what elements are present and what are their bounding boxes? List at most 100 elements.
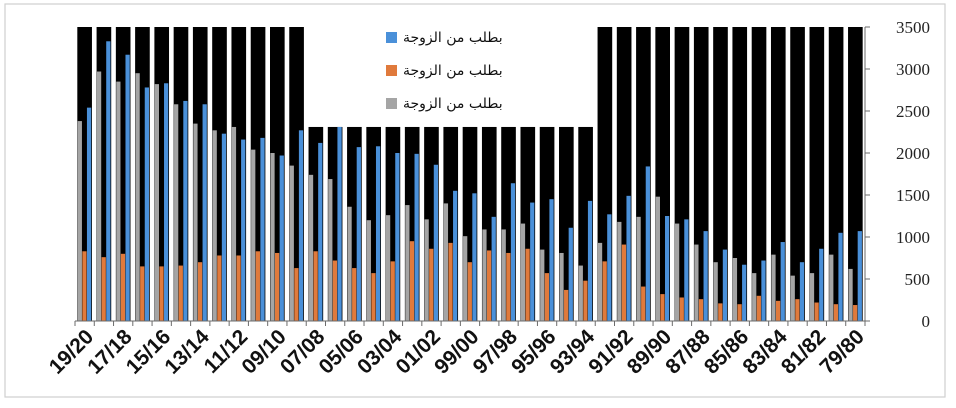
bar-gray (732, 258, 738, 321)
bar-blue (799, 262, 805, 321)
bar-orange (140, 266, 145, 321)
bar-blue (125, 54, 130, 321)
bar-orange (602, 261, 607, 321)
bar-blue (414, 153, 419, 321)
bar-orange (795, 299, 800, 321)
bar-gray (289, 165, 294, 321)
bar-blue (337, 126, 342, 322)
bar-blue (86, 107, 92, 321)
y-tick-label: 500 (905, 270, 931, 289)
bar-blue (183, 100, 188, 321)
bar-gray (231, 126, 237, 322)
legend-label-gray: بطلب من الزوجة (403, 96, 503, 112)
bar-blue (144, 87, 149, 321)
bar-blue (202, 104, 207, 321)
bar-gray (694, 244, 699, 321)
bar-blue (356, 147, 361, 321)
bar-gray (154, 84, 160, 322)
bar-orange (178, 265, 183, 321)
bar-orange (698, 299, 704, 321)
bar-orange (313, 251, 318, 321)
bar-gray (829, 254, 834, 321)
bar-orange (679, 297, 684, 321)
bar-orange (506, 252, 511, 321)
legend-swatch-blue (386, 32, 397, 43)
bar-blue (684, 219, 689, 321)
bar-gray (675, 223, 680, 321)
bar-gray (135, 73, 140, 321)
bar-blue (607, 214, 612, 321)
bar-orange (486, 250, 492, 321)
bar-orange (255, 251, 260, 321)
bar-blue (587, 200, 593, 321)
bar-gray (251, 149, 256, 321)
bar-orange (833, 304, 839, 321)
y-tick-label: 2000 (896, 144, 930, 163)
bar-blue (645, 166, 650, 321)
bar-gray (848, 268, 853, 321)
bar-orange (101, 257, 106, 321)
bar-blue (279, 155, 284, 321)
bar-gray (617, 221, 622, 321)
background-stripe (809, 27, 825, 321)
bar-gray (636, 216, 641, 321)
bar-gray (771, 254, 776, 321)
bar-gray (482, 229, 487, 321)
bar-gray (212, 130, 217, 321)
bar-orange (275, 252, 280, 321)
bar-blue (106, 41, 111, 321)
background-stripe (790, 27, 805, 321)
bar-orange (621, 244, 627, 321)
bar-gray (308, 174, 314, 321)
bar-blue (241, 139, 246, 321)
bar-blue (742, 264, 747, 321)
bar-blue (221, 133, 227, 321)
bar-gray (405, 205, 410, 321)
bar-orange (583, 280, 588, 321)
bar-blue (780, 242, 785, 321)
bar-orange (352, 268, 357, 321)
bar-orange (82, 251, 87, 321)
bar-orange (737, 304, 742, 321)
y-tick-label: 0 (922, 312, 931, 331)
bar-orange (814, 302, 819, 321)
bar-blue (819, 248, 824, 321)
y-tick-label: 3000 (896, 60, 930, 79)
bar-blue (298, 130, 304, 321)
legend-label-blue: بطلب من الزوجة (403, 30, 503, 46)
bar-gray (424, 219, 429, 321)
bar-gray (713, 262, 718, 321)
background-stripe (732, 27, 748, 321)
bar-blue (375, 146, 381, 321)
bar-orange (544, 273, 549, 321)
bar-gray (174, 104, 179, 321)
bar-blue (472, 193, 477, 321)
bar-gray (385, 215, 391, 321)
bar-blue (530, 202, 535, 321)
bar-blue (722, 249, 728, 321)
bar-gray (443, 203, 449, 321)
bar-orange (775, 300, 781, 321)
bar-orange (197, 262, 203, 321)
bar-blue (510, 183, 516, 321)
bar-blue (164, 83, 169, 321)
plot-area (77, 27, 863, 322)
bar-blue (568, 227, 573, 321)
bar-blue (626, 195, 631, 321)
bar-orange (756, 295, 761, 321)
bar-orange (429, 248, 434, 321)
bar-blue (453, 190, 458, 321)
legend-swatch-orange (386, 65, 397, 76)
bar-blue (857, 231, 862, 321)
bar-blue (395, 153, 400, 321)
bar-orange (853, 305, 858, 321)
bar-orange (120, 253, 126, 321)
bar-orange (409, 241, 415, 321)
bar-orange (294, 268, 299, 321)
bar-orange (448, 242, 453, 321)
legend: بطلب من الزوجة بطلب من الزوجة بطلب من ال… (368, 20, 583, 120)
y-tick-label: 3500 (896, 18, 930, 37)
bar-orange (332, 260, 338, 321)
y-axis: 0 500 1000 1500 2000 2500 3000 3500 (864, 18, 931, 331)
bar-orange (217, 255, 222, 321)
